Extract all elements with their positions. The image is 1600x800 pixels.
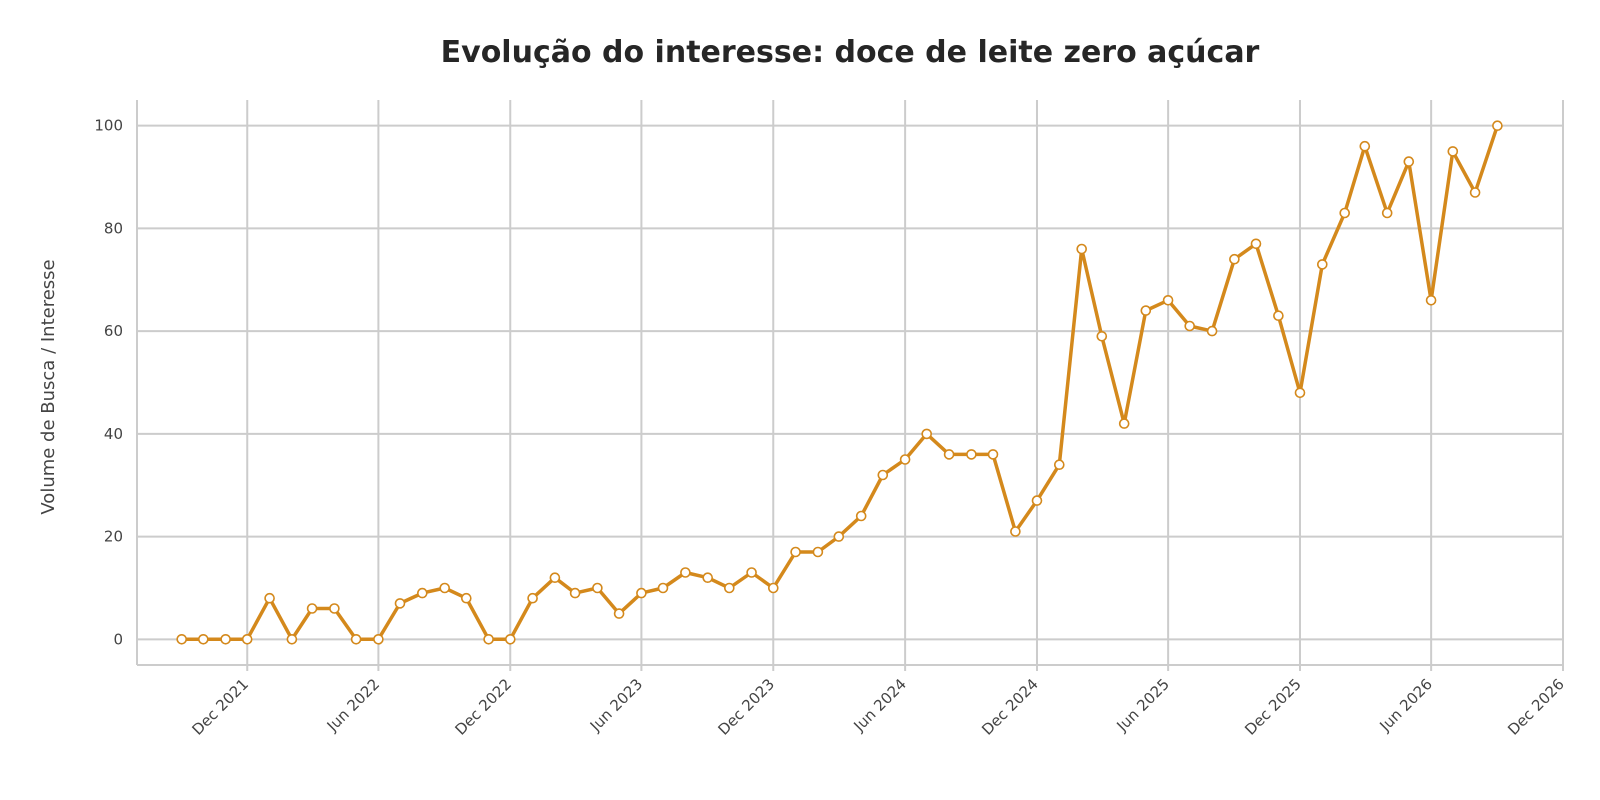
data-point [483,633,494,645]
x-tick-label: Dec 2023 [714,675,778,739]
x-tick-label: Jun 2023 [586,675,646,735]
data-point [350,633,362,645]
data-point [767,582,779,594]
x-tick-label: Jun 2022 [323,675,383,735]
data-point [636,587,647,599]
x-tick-label: Dec 2022 [451,675,515,739]
x-tick-label: Jun 2024 [850,675,910,735]
data-point [1031,495,1043,506]
x-tick-label: Dec 2026 [1504,675,1568,739]
y-tick-label: 20 [104,528,123,546]
data-point [1469,187,1481,198]
data-point [1317,259,1328,270]
data-point [1184,320,1195,332]
data-point [1273,310,1284,322]
data-point [592,582,603,594]
chart-title: Evolução do interesse: doce de leite zer… [441,35,1260,70]
data-point [899,454,911,465]
data-point [1076,243,1087,255]
y-tick-label: 0 [113,630,123,648]
data-point [1403,156,1415,167]
data-point [855,510,867,522]
data-point [198,633,209,645]
data-point [549,572,561,584]
x-tick-label: Dec 2025 [1241,675,1305,739]
x-tick-label: Dec 2021 [188,675,252,739]
data-point [723,582,735,594]
data-point [746,567,757,578]
x-tick-label: Dec 2024 [978,675,1042,739]
x-tick-label: Jun 2025 [1113,675,1173,735]
y-axis-label: Volume de Busca / Interesse [38,259,59,514]
data-point [987,449,999,460]
data-point [460,592,472,604]
data-point [373,633,384,645]
data-point [306,603,318,614]
data-point [877,469,889,481]
data-point [286,633,298,645]
data-point [1359,140,1371,152]
data-point [1054,459,1065,471]
data-point [1118,418,1130,429]
data-point [569,587,581,599]
data-point [1250,238,1262,250]
data-point [1381,207,1393,219]
data-point [966,449,977,460]
data-point [1010,526,1021,537]
data-point [220,633,231,645]
y-tick-label: 80 [104,219,123,237]
data-point [439,582,451,594]
data-point [394,598,406,609]
data-point [657,582,669,594]
data-point [1229,253,1240,265]
data-point [702,572,714,584]
data-point [1339,207,1350,219]
data-point [1096,330,1108,342]
data-point [1447,146,1459,157]
data-point [790,546,801,558]
data-point [504,633,516,645]
series [176,120,1503,645]
data-point [1492,120,1503,131]
y-tick-label: 100 [94,117,123,135]
data-point [1162,294,1174,306]
data-point [241,633,253,645]
data-point [613,608,625,619]
data-point [1425,294,1437,306]
x-tick-label: Jun 2026 [1376,675,1436,735]
data-point [1206,325,1218,337]
data-point [943,449,955,460]
data-point [1140,305,1152,316]
data-point [527,592,538,604]
y-tick-label: 40 [104,425,123,443]
data-point [264,592,275,604]
axes: 0 20 40 60 80 100 Dec 2021 Jun 2022 Dec 2022 Jun … [94,100,1568,739]
data-point [833,531,845,542]
data-point [921,428,933,440]
data-point [1294,387,1306,399]
data-point [176,633,187,645]
data-point [812,546,824,558]
grid [137,100,1564,665]
data-point [416,587,428,599]
data-point [680,567,691,578]
y-tick-label: 60 [104,322,123,340]
data-point [329,603,340,614]
